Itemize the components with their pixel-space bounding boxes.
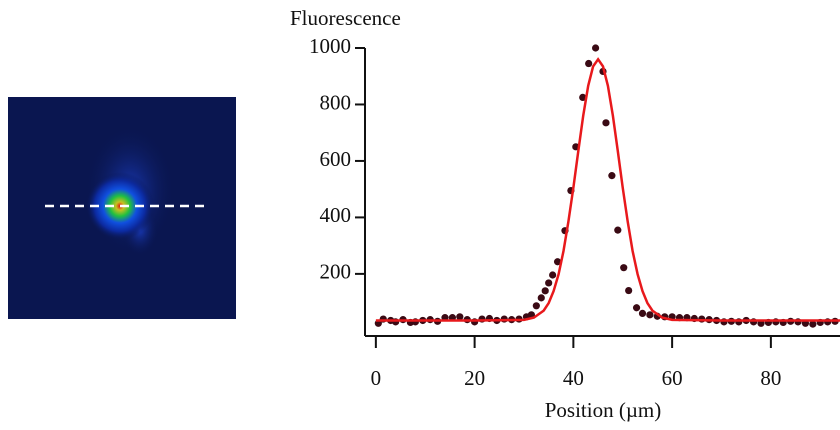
data-point [549, 271, 557, 279]
x-tick-label: 80 [760, 366, 781, 390]
data-point [553, 258, 562, 266]
x-tick-label: 0 [371, 366, 382, 390]
x-tick-label: 20 [464, 366, 485, 390]
data-point [602, 119, 610, 127]
data-point [585, 59, 593, 68]
y-axis-title: Fluorescence [290, 6, 401, 30]
y-tick-label: 600 [320, 147, 352, 171]
data-point [638, 309, 647, 318]
data-point [646, 311, 654, 319]
y-tick-label: 800 [320, 90, 352, 114]
fit-line [375, 57, 840, 322]
data-point [632, 304, 641, 312]
y-tick-label: 1000 [309, 34, 351, 58]
data-point [456, 313, 464, 321]
fluorescence-image [8, 97, 236, 319]
data-point [608, 172, 616, 180]
y-tick-label: 400 [320, 203, 352, 227]
x-tick-label: 40 [563, 366, 584, 390]
y-tick-label: 200 [320, 260, 352, 284]
data-point [620, 264, 628, 272]
data-point [541, 287, 549, 295]
data-point [591, 44, 600, 52]
data-point [537, 294, 545, 302]
data-point [614, 226, 622, 234]
data-point [579, 93, 587, 102]
data-point [532, 302, 540, 310]
data-point [625, 286, 633, 295]
data-point [545, 279, 553, 287]
x-axis-title: Position (µm) [545, 398, 662, 422]
plot: 200 400 600 800 1000 0 20 40 60 80 [309, 34, 840, 390]
x-tick-label: 60 [662, 366, 683, 390]
data-point [809, 320, 817, 328]
